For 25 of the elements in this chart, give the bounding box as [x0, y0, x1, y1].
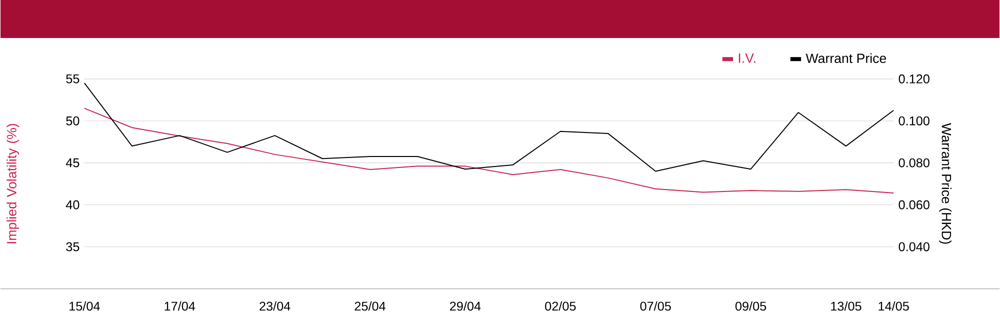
y-tick-label: 35: [66, 242, 80, 252]
x-tick-label: 25/04: [354, 302, 386, 311]
y2-tick-label: 0.060: [898, 200, 930, 210]
x-tick-label: 07/05: [640, 302, 671, 311]
y2-tick-label: 0.120: [898, 74, 930, 84]
y-tick-label: 50: [66, 116, 80, 126]
y-tick-label: 55: [66, 74, 80, 84]
y-tick-label: 45: [66, 158, 80, 168]
x-tick-label: 02/05: [545, 302, 576, 311]
y-axis-title: Implied Volatility (%): [6, 124, 20, 244]
line-series: [84, 82, 894, 172]
x-tick-label: 15/04: [70, 302, 100, 311]
x-tick-label: 09/05: [735, 302, 766, 311]
legend-label: I.V.: [738, 54, 756, 63]
x-tick-label: 29/04: [450, 302, 481, 311]
x-tick-label: 14/05: [878, 302, 909, 311]
x-tick-label: 13/05: [831, 302, 862, 311]
y-tick-label: 40: [66, 200, 80, 210]
y2-tick-label: 0.040: [898, 242, 930, 252]
y2-axis-title: Warrant Price (HKD): [939, 123, 952, 244]
legend-label: Warrant Price: [806, 53, 886, 64]
x-tick-label: 17/04: [164, 302, 196, 311]
y2-tick-label: 0.080: [898, 158, 930, 168]
x-tick-label: 23/04: [260, 302, 290, 311]
y2-tick-label: 0.100: [898, 116, 930, 126]
